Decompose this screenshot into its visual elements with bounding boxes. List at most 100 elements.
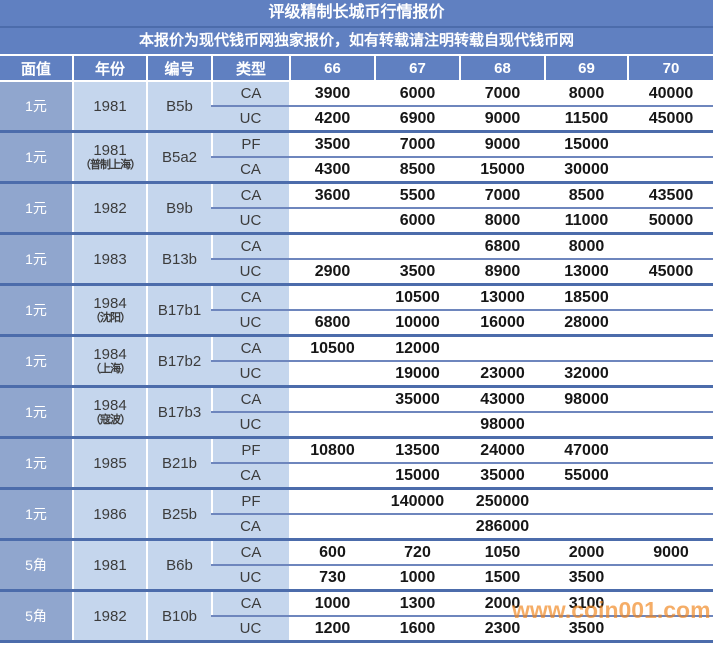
price-cell: 3500 [374, 259, 460, 286]
type-cell: CA [211, 182, 290, 209]
quote-rows: 1元 1981 B5b CA 3900 6000 7000 8000 40000 UC 4200 69… [0, 81, 713, 643]
year-note: （上海） [90, 363, 131, 375]
code-cell: B25b [146, 488, 212, 541]
price-cell: 1000 [374, 565, 460, 592]
face-value-cell: 1元 [0, 437, 73, 490]
price-cell: 47000 [544, 437, 628, 464]
table-row: UC 1200 1600 2300 3500 [0, 616, 713, 643]
price-cell: 8500 [374, 157, 460, 184]
face-value-cell: 1元 [0, 81, 73, 133]
column-header-grade-66: 66 [289, 56, 375, 82]
price-cell: 2000 [459, 590, 545, 617]
table-row: UC 19000 23000 32000 [0, 361, 713, 388]
price-cell: 7000 [459, 182, 545, 209]
year-label: 1986 [93, 505, 127, 523]
price-cell: 5500 [374, 182, 460, 209]
price-cell: 2900 [289, 259, 375, 286]
price-cell: 11500 [544, 106, 628, 133]
price-cell [374, 514, 460, 541]
price-cell: 3500 [544, 616, 628, 643]
header-row: 面值 年份 编号 类型 66 67 68 69 70 [0, 56, 713, 82]
price-cell: 1500 [459, 565, 545, 592]
price-cell: 8900 [459, 259, 545, 286]
year-label: 1984 [93, 295, 127, 312]
price-cell: 18500 [544, 284, 628, 311]
price-cell [627, 361, 713, 388]
face-value-cell: 5角 [0, 590, 73, 643]
code-cell: B6b [146, 539, 212, 592]
price-cell: 1050 [459, 539, 545, 566]
price-cell: 8000 [459, 208, 545, 235]
price-cell: 98000 [544, 386, 628, 413]
price-cell: 600 [289, 539, 375, 566]
price-cell: 140000 [374, 488, 460, 515]
code-cell: B5a2 [146, 131, 212, 184]
price-cell: 3900 [289, 81, 375, 107]
price-cell [627, 386, 713, 413]
price-cell: 250000 [459, 488, 545, 515]
table-row: UC 4200 6900 9000 11500 45000 [0, 106, 713, 133]
type-cell: CA [211, 284, 290, 311]
price-cell: 3600 [289, 182, 375, 209]
price-cell [544, 488, 628, 515]
type-cell: UC [212, 310, 290, 337]
code-cell: B5b [146, 81, 212, 133]
year-label: 1981 [93, 556, 127, 574]
table-row: 1元 1981 B5b CA 3900 6000 7000 8000 40000 [0, 81, 713, 133]
table-row: 1元 1984 （上海） B17b2 CA 10500 12000 [0, 335, 713, 388]
table-row: 5角 1981 B6b CA 600 720 1050 2000 9000 [0, 539, 713, 592]
year-cell: 1985 [72, 437, 147, 490]
type-cell: UC [212, 259, 290, 286]
price-cell: 10500 [289, 335, 375, 362]
price-cell: 23000 [459, 361, 545, 388]
table-row: 5角 1982 B10b CA 1000 1300 2000 3100 [0, 590, 713, 643]
price-cell: 13000 [544, 259, 628, 286]
price-cell: 8500 [544, 182, 628, 209]
column-header-face-value: 面值 [0, 56, 73, 82]
code-cell: B9b [146, 182, 212, 235]
column-header-code: 编号 [146, 56, 212, 82]
page-subtitle: 本报价为现代钱币网独家报价，如有转载请注明转载自现代钱币网 [0, 28, 713, 56]
year-label: 1984 [93, 346, 127, 363]
type-cell: UC [212, 361, 290, 388]
price-cell [289, 412, 375, 439]
price-cell: 98000 [459, 412, 545, 439]
price-cell: 16000 [459, 310, 545, 337]
code-cell: B17b1 [146, 284, 212, 337]
table-row: CA 286000 [0, 514, 713, 541]
price-cell [459, 335, 545, 362]
year-note: （寇波） [90, 414, 131, 426]
price-cell: 12000 [374, 335, 460, 362]
type-cell: CA [211, 335, 290, 362]
table-row: UC 98000 [0, 412, 713, 439]
price-cell [544, 335, 628, 362]
table-row: UC 2900 3500 8900 13000 45000 [0, 259, 713, 286]
year-label: 1982 [93, 199, 127, 217]
table-row: CA 15000 35000 55000 [0, 463, 713, 490]
year-label: 1982 [93, 607, 127, 625]
type-cell: CA [211, 590, 290, 617]
type-cell: UC [212, 616, 290, 643]
price-cell: 6000 [374, 81, 460, 107]
column-header-grade-70: 70 [627, 56, 713, 82]
type-cell: CA [211, 539, 290, 566]
price-cell [289, 361, 375, 388]
code-cell: B10b [146, 590, 212, 643]
year-cell: 1982 [72, 590, 147, 643]
type-cell: UC [212, 208, 290, 235]
price-cell: 55000 [544, 463, 628, 490]
year-cell: 1983 [72, 233, 147, 286]
year-cell: 1981 [72, 81, 147, 133]
code-cell: B21b [146, 437, 212, 490]
table-row: CA 4300 8500 15000 30000 [0, 157, 713, 184]
price-cell [627, 463, 713, 490]
price-cell: 10800 [289, 437, 375, 464]
price-cell [627, 284, 713, 311]
price-cell: 9000 [627, 539, 713, 566]
year-label: 1985 [93, 454, 127, 472]
price-cell [627, 233, 713, 260]
price-cell [374, 233, 460, 260]
price-cell: 40000 [627, 81, 713, 107]
price-cell: 32000 [544, 361, 628, 388]
